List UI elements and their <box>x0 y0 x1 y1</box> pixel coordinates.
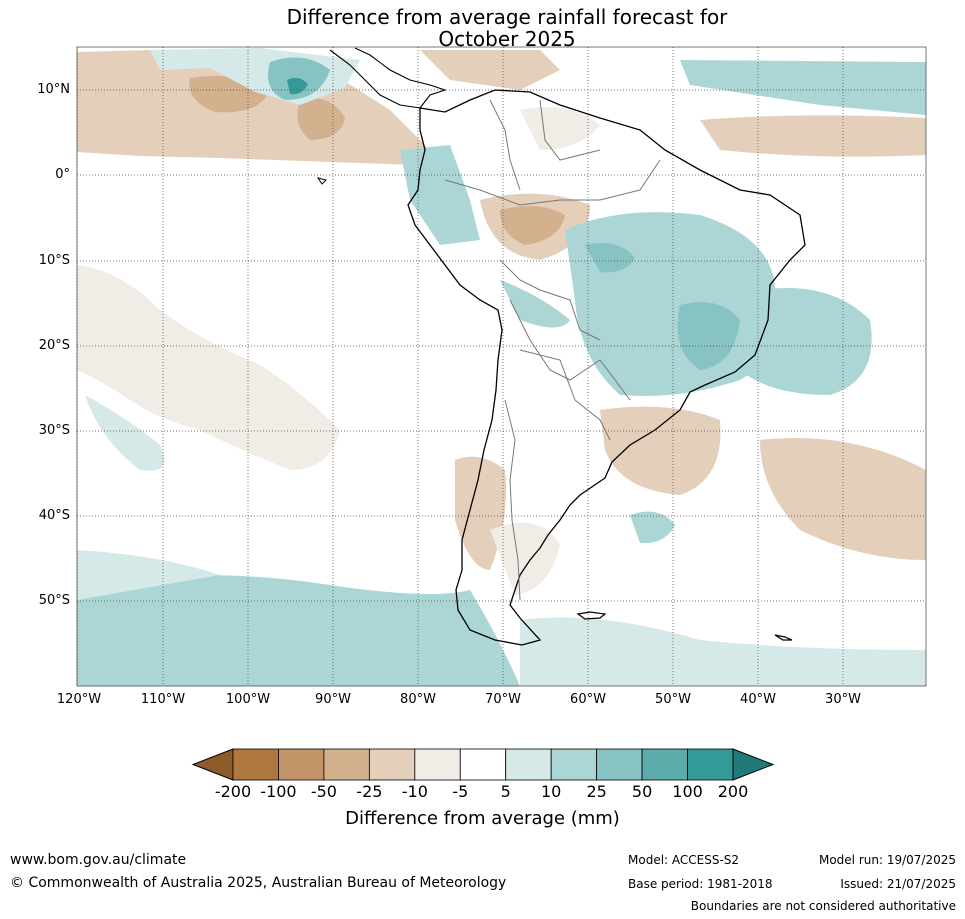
lon-label: 40°W <box>740 692 776 707</box>
lat-label: 10°S <box>38 253 70 268</box>
colorbar-tick-label: 100 <box>672 782 703 801</box>
falkland-islands <box>576 611 607 620</box>
wet-area-andes-central <box>500 280 570 328</box>
wet-area-atlantic-south <box>740 288 872 395</box>
dry-area-uruguay <box>600 406 721 495</box>
map-title-line-2: October 2025 <box>438 27 576 51</box>
colorbar-swatch <box>323 748 370 781</box>
lon-label: 60°W <box>570 692 606 707</box>
wet-core-brazil <box>677 302 740 370</box>
dry-area-chile <box>455 456 506 570</box>
colorbar-tick-label: 200 <box>717 782 749 801</box>
boundaries-disclaimer: Boundaries are not considered authoritat… <box>690 899 956 913</box>
wet-area-drake <box>520 617 926 686</box>
colorbar-arrow-low <box>191 748 234 781</box>
model-run-date: Model run: 19/07/2025 <box>818 853 956 867</box>
colorbar-tick-label: -5 <box>452 782 469 801</box>
colorbar-swatch <box>278 748 325 781</box>
south-georgia-island <box>774 634 793 641</box>
colorbar-tick-label: -50 <box>310 782 337 801</box>
anomaly-field <box>77 47 926 686</box>
colorbar-swatch <box>550 748 598 781</box>
colorbar-arrow-high <box>732 748 775 781</box>
colorbar-swatch <box>414 748 461 781</box>
colorbar-tick-label: -200 <box>214 782 252 801</box>
website-link[interactable]: www.bom.gov.au/climate <box>10 852 187 868</box>
wet-area-pacific-sw <box>85 395 165 471</box>
colorbar-tick-label: 5 <box>500 782 511 801</box>
wet-area-southern-ocean <box>77 575 520 686</box>
dry-core-ne <box>297 98 345 140</box>
lon-label: 90°W <box>315 692 351 707</box>
lat-label: 10°N <box>37 82 70 97</box>
wet-core-south-atlantic <box>630 511 675 544</box>
lon-label: 100°W <box>225 692 271 707</box>
lon-label: 30°W <box>825 692 861 707</box>
base-period: Base period: 1981-2018 <box>628 877 773 891</box>
lat-label: 0° <box>55 167 70 182</box>
colorbar-swatch <box>641 748 688 781</box>
lat-label: 50°S <box>38 593 70 608</box>
galapagos-islands <box>316 177 327 185</box>
lon-label: 110°W <box>140 692 186 707</box>
colorbar-label: Difference from average (mm) <box>345 808 620 829</box>
south-america-coastline <box>407 89 806 646</box>
dry-area-patagonia <box>490 522 560 595</box>
lon-label: 50°W <box>655 692 691 707</box>
lon-label: 70°W <box>485 692 521 707</box>
map-frame <box>76 46 927 687</box>
colorbar-tick-label: -25 <box>356 782 383 801</box>
colorbar-tick-label: 50 <box>631 782 653 801</box>
dry-area-south-atlantic <box>760 438 926 560</box>
issued-date: Issued: 21/07/2025 <box>840 877 956 891</box>
copyright-text: © Commonwealth of Australia 2025, Austra… <box>10 875 507 891</box>
wet-area-south-pacific <box>77 550 220 600</box>
graticule <box>76 47 926 686</box>
lon-label: 120°W <box>56 692 102 707</box>
map-title-line-1: Difference from average rainfall forecas… <box>286 5 728 29</box>
wet-area-atlantic-north <box>680 60 926 115</box>
lat-label: 40°S <box>38 508 70 523</box>
lon-label: 80°W <box>400 692 436 707</box>
colorbar-tick-label: 25 <box>586 782 607 801</box>
dry-area-guianas <box>520 107 600 150</box>
dry-area-atlantic-north <box>700 115 926 157</box>
dry-area-caribbean <box>420 50 560 90</box>
colorbar-swatch <box>687 748 734 781</box>
colorbar-swatch <box>459 748 507 781</box>
lat-label: 30°S <box>38 423 70 438</box>
wet-core-west-brazil <box>585 243 635 273</box>
model-name: Model: ACCESS-S2 <box>628 853 740 867</box>
colorbar-swatch <box>232 748 279 781</box>
country-borders <box>444 99 661 601</box>
dry-core-amazon <box>500 206 565 245</box>
colorbar-tick-label: -10 <box>401 782 428 801</box>
colorbar-tick-label: 10 <box>540 782 562 801</box>
colorbar-swatch <box>505 748 552 781</box>
colorbar-swatch <box>596 748 643 781</box>
colorbar-swatch <box>368 748 416 781</box>
colorbar-tick-label: -100 <box>260 782 297 801</box>
dry-band-north-pacific <box>77 50 430 165</box>
central-america-coastline <box>329 47 447 109</box>
lat-label: 20°S <box>38 338 70 353</box>
dry-area-pacific-east <box>77 265 340 470</box>
